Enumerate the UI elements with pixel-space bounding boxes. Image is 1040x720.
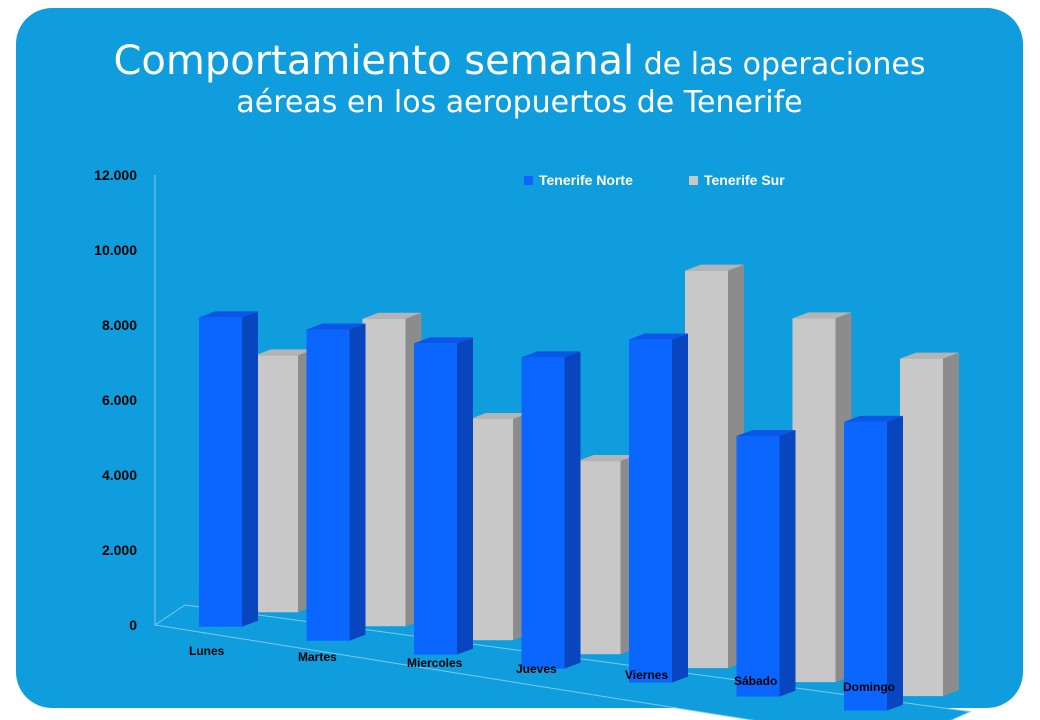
x-tick-label: Lunes [189, 644, 225, 658]
bar-tenerife-sur [577, 455, 637, 655]
bar-tenerife-norte [736, 429, 796, 697]
x-tick-label: Martes [298, 650, 337, 664]
y-tick-label: 10.000 [94, 242, 137, 258]
bar-tenerife-norte [306, 323, 366, 641]
y-tick-label: 8.000 [102, 317, 137, 333]
bar-tenerife-norte [199, 311, 258, 627]
x-tick-label: Sábado [734, 674, 777, 688]
title-main: Comportamiento semanal [113, 38, 635, 84]
y-tick-label: 2.000 [102, 542, 137, 558]
legend-swatch [524, 176, 533, 185]
bar-tenerife-sur [255, 349, 314, 613]
bar-tenerife-sur [362, 312, 422, 627]
title-rest: de las operaciones [634, 47, 926, 82]
bar-tenerife-norte [844, 415, 903, 711]
x-tick-label: Viernes [625, 668, 668, 682]
x-tick-label: Miercoles [407, 656, 463, 670]
bar-tenerife-sur [900, 352, 959, 697]
legend-swatch [689, 176, 698, 185]
y-tick-label: 6.000 [102, 392, 137, 408]
y-tick-label: 0 [129, 617, 137, 633]
bar-tenerife-sur [685, 264, 744, 669]
chart-title: Comportamiento semanal de las operacione… [16, 38, 1023, 121]
bar-tenerife-sur [792, 312, 852, 683]
y-tick-label: 4.000 [102, 467, 137, 483]
y-tick-label: 12.000 [94, 167, 137, 183]
legend-label: Tenerife Norte [539, 172, 633, 188]
bar-tenerife-norte [521, 351, 581, 669]
title-line2: aéreas en los aeropuertos de Tenerife [236, 85, 803, 121]
bar-tenerife-sur [470, 412, 529, 641]
bar-tenerife-norte [629, 333, 688, 683]
bar-tenerife-norte [414, 337, 473, 655]
x-tick-label: Jueves [516, 662, 557, 676]
x-tick-label: Domingo [843, 680, 895, 694]
legend-label: Tenerife Sur [704, 172, 785, 188]
